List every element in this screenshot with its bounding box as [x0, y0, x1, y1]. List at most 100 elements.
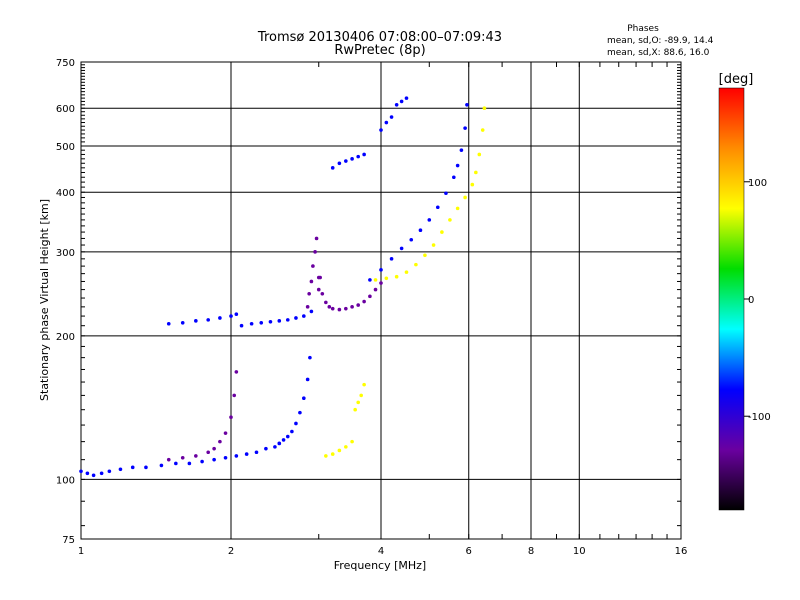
data-point — [174, 461, 178, 466]
data-point — [359, 393, 363, 398]
data-point — [218, 316, 222, 320]
data-point — [444, 191, 448, 196]
data-point — [330, 452, 335, 456]
data-point — [166, 321, 171, 326]
x-tick-label: 16 — [675, 546, 688, 557]
data-point — [229, 415, 233, 420]
chart-title: Tromsø 20130406 07:08:00–07:09:43 — [257, 30, 502, 45]
y-tick-label: 500 — [56, 142, 75, 153]
data-point — [159, 463, 164, 468]
data-point — [212, 446, 216, 451]
data-point — [107, 469, 112, 474]
data-point — [414, 262, 418, 267]
data-point — [389, 257, 394, 261]
data-point — [298, 410, 302, 415]
data-point — [229, 314, 233, 318]
data-point — [194, 319, 198, 323]
data-point — [362, 152, 366, 157]
data-point — [356, 303, 360, 307]
data-points — [79, 96, 487, 478]
y-tick-label: 400 — [56, 188, 75, 199]
data-point — [206, 450, 210, 455]
x-tick-label: 8 — [528, 546, 534, 557]
data-point — [394, 103, 399, 107]
colorbar-ticks: 100 0 -100 — [744, 178, 771, 423]
data-point — [302, 314, 306, 318]
data-point — [302, 396, 306, 400]
data-point — [477, 152, 482, 157]
data-point — [418, 228, 423, 232]
x-tick-label: 2 — [228, 546, 234, 557]
data-point — [285, 318, 290, 322]
x-tick-label: 1 — [78, 546, 84, 557]
data-point — [465, 103, 469, 107]
stats-o-line: mean, sd,O: -89.9, 14.4 — [607, 36, 714, 46]
y-tick-label: 600 — [56, 104, 75, 115]
data-point — [459, 148, 464, 152]
axis-ticks: 1 2 4 6 8 10 16 75 100 200 300 400 500 600 750 — [56, 58, 687, 557]
data-point — [316, 275, 321, 280]
data-point — [399, 246, 404, 251]
data-point — [399, 99, 404, 104]
data-point — [166, 457, 171, 462]
data-point — [234, 454, 239, 458]
data-point — [455, 206, 460, 211]
data-point — [79, 469, 83, 474]
data-point — [320, 291, 325, 296]
colorbar-label: [deg] — [719, 72, 754, 87]
data-point — [194, 454, 198, 458]
data-point — [314, 236, 319, 241]
data-point — [309, 309, 314, 314]
data-point — [305, 305, 310, 309]
data-point — [223, 431, 228, 435]
data-point — [404, 270, 409, 274]
data-point — [379, 268, 383, 272]
data-point — [368, 278, 372, 282]
data-point — [350, 157, 354, 161]
data-point — [362, 382, 366, 387]
x-axis-label: Frequency [MHz] — [334, 559, 426, 572]
data-point — [324, 454, 328, 458]
data-point — [85, 471, 90, 476]
data-point — [187, 461, 192, 466]
data-point — [234, 312, 239, 316]
y-tick-label: 75 — [62, 535, 75, 546]
data-point — [350, 305, 354, 309]
data-point — [337, 161, 342, 166]
data-point — [144, 465, 148, 470]
chart-subtitle: RwPretec (8p) — [334, 43, 425, 58]
data-point — [254, 450, 259, 455]
grid-lines — [81, 62, 681, 539]
data-point — [277, 441, 282, 446]
data-point — [470, 182, 475, 187]
data-point — [180, 320, 185, 325]
data-point — [427, 218, 432, 222]
data-point — [316, 287, 321, 292]
data-point — [244, 452, 249, 456]
data-point — [379, 281, 383, 285]
data-point — [294, 421, 298, 426]
data-point — [285, 434, 290, 439]
x-tick-label: 10 — [573, 546, 586, 557]
data-point — [305, 377, 310, 382]
data-point — [480, 128, 485, 132]
data-point — [232, 393, 237, 398]
data-point — [309, 279, 314, 284]
data-point — [324, 300, 328, 305]
data-point — [463, 126, 467, 130]
data-point — [379, 128, 383, 132]
data-point — [423, 253, 427, 258]
data-point — [409, 237, 414, 242]
data-point — [344, 306, 348, 311]
data-point — [337, 448, 342, 453]
data-point — [234, 370, 239, 374]
y-tick-label: 750 — [56, 58, 75, 69]
data-point — [313, 250, 317, 254]
data-point — [389, 115, 394, 119]
data-point — [435, 205, 440, 210]
data-point — [294, 316, 298, 320]
data-point — [337, 307, 342, 312]
data-point — [273, 445, 277, 449]
data-point — [384, 120, 389, 125]
